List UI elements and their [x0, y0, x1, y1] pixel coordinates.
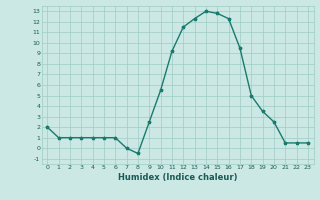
X-axis label: Humidex (Indice chaleur): Humidex (Indice chaleur): [118, 173, 237, 182]
